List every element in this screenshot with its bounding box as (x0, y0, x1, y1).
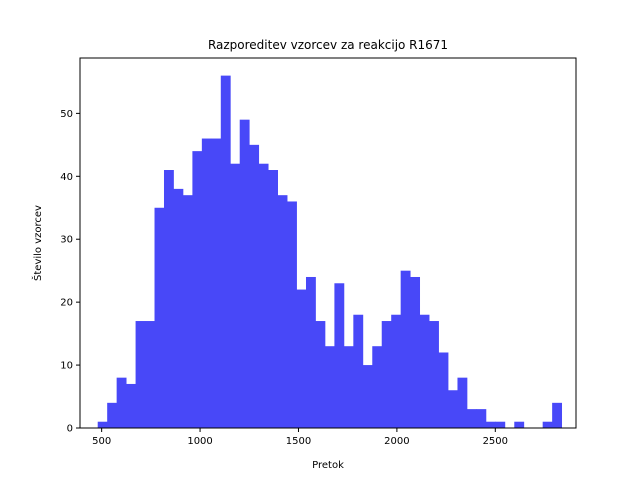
histogram-bar (287, 201, 297, 428)
histogram-bar (485, 421, 496, 428)
histogram-bar (542, 421, 553, 428)
histogram-bar (201, 138, 212, 429)
histogram-bar (457, 377, 468, 428)
histogram-bar (305, 276, 316, 428)
histogram-bar (410, 276, 421, 428)
y-tick-label: 10 (60, 361, 73, 372)
histogram-bar (448, 390, 458, 428)
chart-title: Razporeditev vzorcev za reakcijo R1671 (208, 38, 448, 52)
histogram-bar (324, 346, 335, 428)
histogram-bar (400, 270, 411, 428)
histogram-bar (239, 119, 250, 429)
histogram-bar (173, 188, 184, 428)
histogram-bar (230, 163, 241, 428)
histogram-bar (296, 289, 307, 428)
x-axis-label: Pretok (312, 460, 344, 471)
histogram-bar (268, 170, 278, 428)
y-axis-label: Število vzorcev (31, 205, 44, 281)
y-tick-label: 40 (60, 172, 73, 183)
x-tick-label: 2500 (483, 436, 508, 447)
x-tick-label: 2000 (384, 436, 409, 447)
histogram-bar (116, 377, 127, 428)
histogram-bar (220, 75, 231, 429)
x-tick-label: 1000 (187, 436, 212, 447)
histogram-bar (315, 321, 326, 428)
histogram-bar (192, 151, 203, 428)
histogram-bar (495, 421, 506, 428)
histogram-bar (466, 409, 477, 428)
y-tick-label: 0 (67, 424, 73, 435)
histogram-bar (107, 402, 118, 428)
histogram-bar (552, 402, 563, 428)
y-axis-ticks: 0 10 20 30 40 50 (60, 109, 80, 435)
histogram-bar (372, 346, 383, 428)
histogram-bar (126, 383, 136, 428)
histogram-bar (362, 365, 373, 428)
x-axis-ticks: 500 1000 1500 2000 2500 (92, 428, 508, 447)
histogram-bar (163, 170, 174, 428)
histogram-bar (334, 283, 345, 428)
histogram-bar (514, 421, 525, 428)
y-tick-label: 30 (60, 235, 73, 246)
histogram-bar (476, 409, 487, 428)
histogram-bar (419, 314, 430, 428)
histogram-bar (353, 314, 364, 428)
histogram-bar (211, 138, 222, 429)
histogram-bar (429, 321, 439, 428)
histogram-bar (258, 163, 269, 428)
y-tick-label: 50 (60, 109, 73, 120)
bars-group (97, 75, 563, 429)
plot-frame (79, 57, 577, 429)
histogram-bar (135, 321, 146, 428)
histogram-bar (438, 352, 449, 428)
histogram-bar (391, 314, 402, 428)
x-tick-label: 1500 (286, 436, 311, 447)
histogram-bar (277, 195, 288, 428)
y-tick-label: 20 (60, 298, 73, 309)
histogram-bar (343, 346, 354, 428)
histogram-bar (145, 321, 155, 428)
histogram-bar (381, 321, 392, 428)
histogram-bar (97, 421, 108, 428)
x-tick-label: 500 (92, 436, 111, 447)
histogram-bar (154, 207, 165, 428)
histogram-bar (249, 144, 260, 428)
histogram-bar (182, 195, 193, 428)
